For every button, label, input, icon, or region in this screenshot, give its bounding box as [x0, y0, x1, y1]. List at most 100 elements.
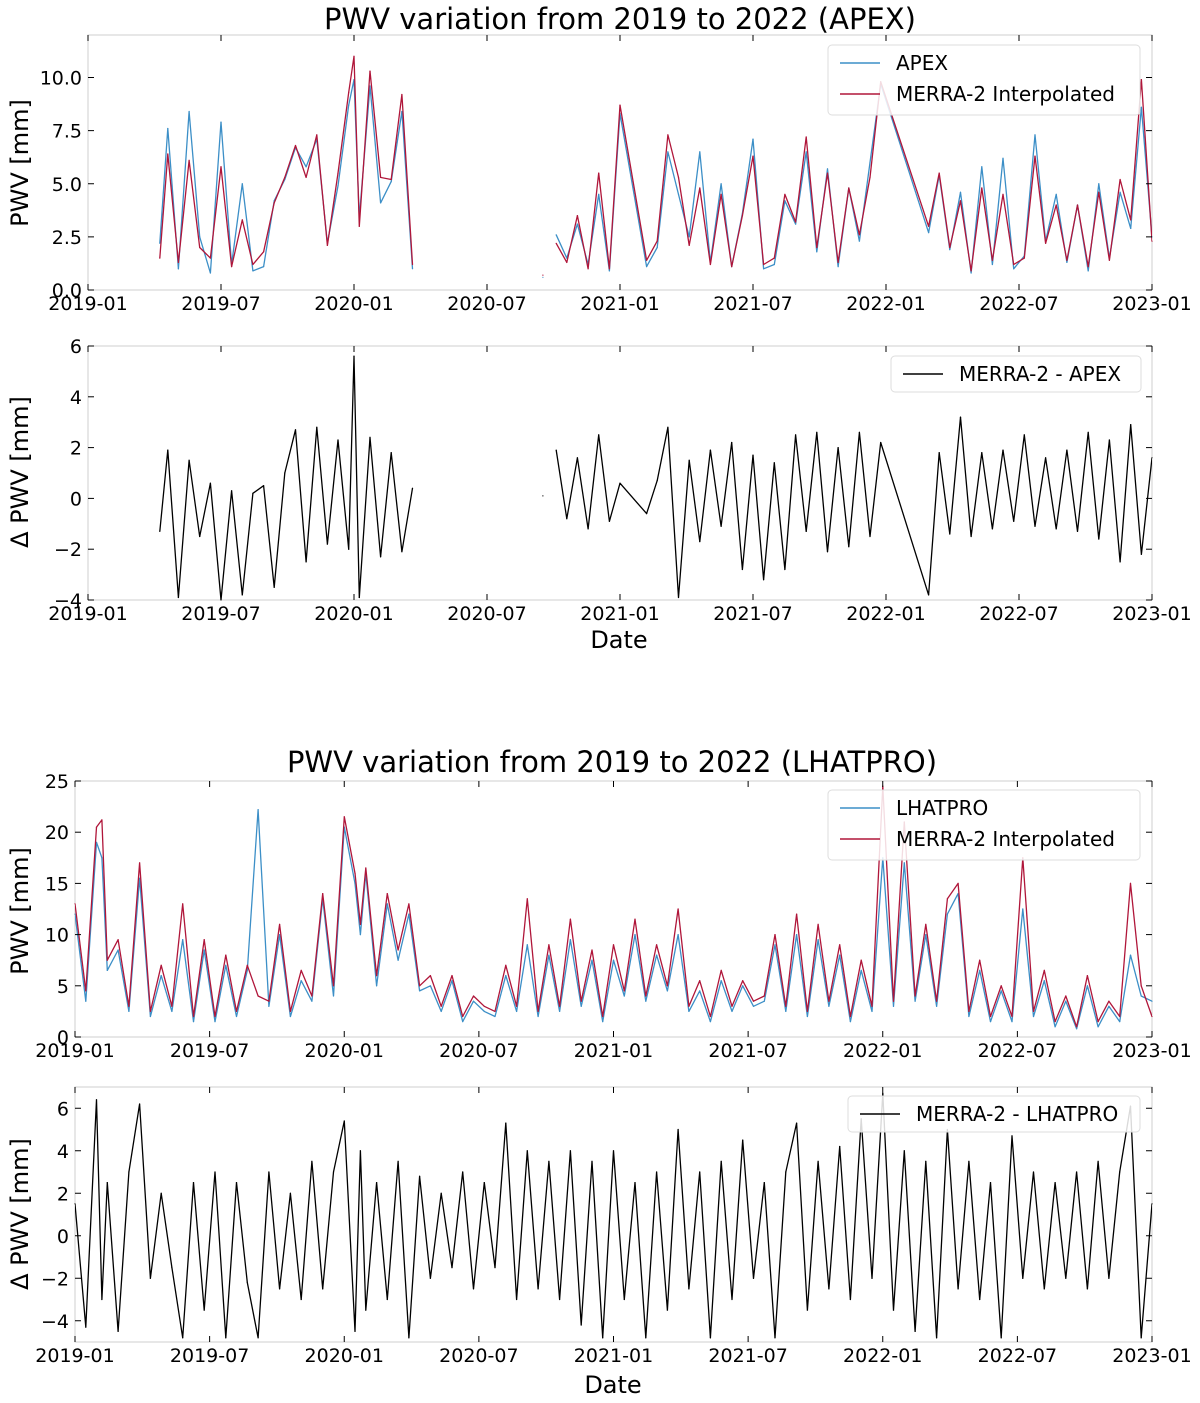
data-point	[160, 1192, 162, 1194]
data-point	[623, 1298, 625, 1301]
data-point	[354, 872, 356, 874]
data-point	[85, 1000, 87, 1002]
data-point	[305, 176, 307, 178]
data-point	[1108, 439, 1110, 441]
data-point	[365, 867, 367, 869]
data-point	[1130, 219, 1132, 221]
data-point	[731, 266, 733, 268]
data-point	[773, 462, 775, 464]
data-point	[742, 1139, 744, 1141]
data-point	[576, 215, 579, 217]
data-point	[225, 964, 227, 966]
data-point	[774, 1337, 776, 1339]
data-point	[1023, 257, 1025, 259]
data-point	[397, 1160, 399, 1162]
data-point	[376, 985, 378, 987]
data-point	[1087, 270, 1089, 272]
data-point	[390, 452, 392, 454]
data-point	[805, 151, 807, 153]
data-point	[1129, 954, 1132, 956]
data-point	[542, 274, 544, 276]
x-tick-label: 2021-01	[580, 293, 659, 315]
data-point	[343, 816, 345, 818]
data-point	[709, 263, 712, 266]
data-point	[928, 594, 930, 596]
data-point	[555, 234, 557, 236]
data-point	[936, 1337, 938, 1339]
x-tick-label: 2020-01	[305, 1345, 384, 1367]
data-point	[569, 918, 572, 920]
data-point	[1086, 975, 1088, 977]
data-point	[1119, 561, 1121, 563]
data-point	[656, 954, 658, 956]
data-point	[816, 246, 818, 249]
data-point	[805, 136, 807, 138]
data-point	[619, 482, 621, 484]
data-point	[667, 134, 669, 136]
y-tick-label: 4	[70, 387, 82, 409]
data-point	[580, 1000, 582, 1002]
data-point	[505, 964, 507, 966]
data-point	[928, 232, 930, 234]
data-point	[957, 1288, 959, 1290]
data-point	[677, 596, 680, 599]
data-point	[1054, 1026, 1056, 1028]
data-point	[74, 903, 76, 905]
data-point	[828, 1288, 830, 1290]
data-point	[1076, 1171, 1078, 1173]
series-line-merra-2-interpolated	[159, 55, 1152, 272]
data-point	[612, 944, 615, 946]
data-point	[117, 939, 119, 941]
data-point	[279, 923, 281, 926]
data-point	[1129, 882, 1132, 885]
data-point	[273, 202, 275, 204]
data-point	[949, 246, 951, 249]
data-point	[576, 223, 579, 225]
data-point	[1013, 263, 1015, 266]
data-point	[608, 270, 611, 272]
data-point	[171, 1005, 173, 1007]
data-point	[419, 985, 421, 987]
data-point	[451, 975, 453, 977]
data-point	[858, 431, 861, 433]
y-tick-label: 2	[57, 1183, 69, 1205]
data-point	[1076, 1026, 1078, 1028]
data-point	[569, 939, 572, 941]
data-point	[516, 1010, 518, 1013]
x-tick-label: 2022-07	[979, 293, 1058, 315]
data-point	[837, 266, 839, 268]
data-point	[241, 219, 243, 221]
y-tick-label: 0.0	[52, 280, 82, 302]
data-point	[1013, 520, 1015, 522]
apex-pwv-ylabel: PWV [mm]	[6, 99, 34, 227]
data-point	[576, 457, 579, 459]
data-point	[462, 1021, 464, 1023]
data-point	[1087, 431, 1089, 433]
data-point	[209, 272, 211, 274]
data-point	[580, 1324, 582, 1326]
data-point	[688, 1010, 690, 1013]
data-point	[401, 110, 403, 113]
data-point	[386, 1298, 388, 1301]
data-point	[516, 1005, 518, 1007]
data-point	[688, 1288, 690, 1290]
data-point	[1032, 1171, 1035, 1173]
data-point	[677, 193, 680, 195]
data-point	[936, 1000, 938, 1002]
x-tick-label: 2019-07	[181, 603, 260, 625]
data-point	[699, 990, 701, 992]
data-point	[785, 1171, 787, 1173]
x-tick-label: 2021-07	[713, 603, 792, 625]
data-point	[1000, 985, 1002, 987]
data-point	[369, 436, 371, 438]
data-point	[580, 1005, 582, 1007]
data-point	[1119, 178, 1121, 181]
data-point	[720, 183, 722, 185]
data-point	[95, 826, 98, 828]
data-point	[688, 244, 690, 246]
x-tick-label: 2019-01	[35, 1345, 114, 1367]
data-point	[397, 959, 399, 961]
data-point	[429, 985, 431, 987]
data-point	[106, 969, 108, 972]
data-point	[106, 1182, 108, 1184]
